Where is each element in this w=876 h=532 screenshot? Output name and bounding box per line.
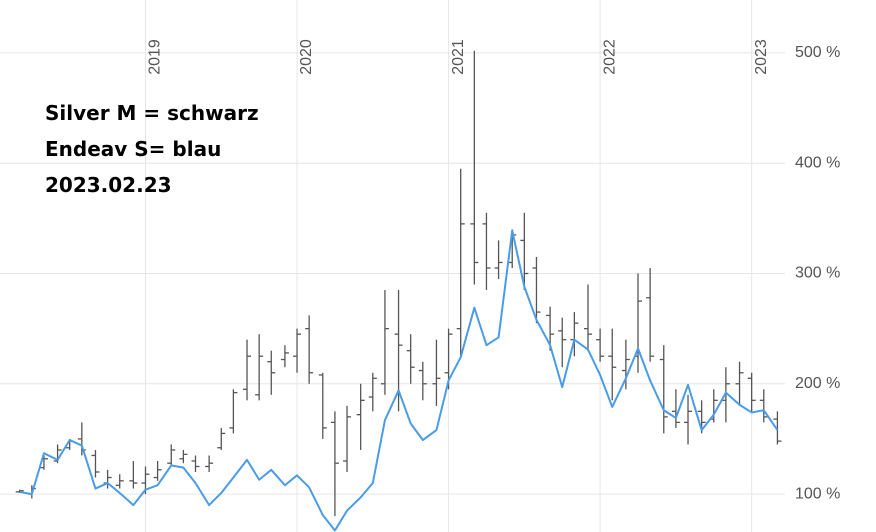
y-tick-label: 100 % [795, 485, 840, 502]
x-tick-label: 2022 [601, 39, 618, 75]
annotation: Silver M = schwarz [45, 101, 259, 125]
y-tick-label: 400 % [795, 154, 840, 171]
grid: 100 % 200 % 300 % 400 % 500 % 2019 2020 2021 202… [0, 0, 840, 532]
annotation: 2023.02.23 [45, 173, 172, 197]
y-tick-label: 200 % [795, 375, 840, 392]
x-tick-label: 2019 [147, 39, 164, 75]
marks [15, 50, 782, 532]
y-tick-label: 500 % [795, 44, 840, 61]
x-tick-label: 2020 [298, 39, 315, 75]
x-tick-label: 2021 [450, 39, 467, 75]
line-series [19, 229, 779, 532]
y-tick-label: 300 % [795, 265, 840, 282]
x-tick-label: 2023 [753, 39, 770, 75]
annotation: Endeav S= blau [45, 137, 221, 161]
